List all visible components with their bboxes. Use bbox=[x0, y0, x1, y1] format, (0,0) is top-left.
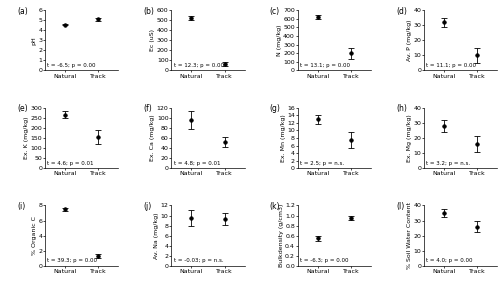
Text: (h): (h) bbox=[396, 104, 407, 113]
Text: (l): (l) bbox=[396, 202, 404, 211]
Text: (e): (e) bbox=[17, 104, 28, 113]
Y-axis label: N (mg/kg): N (mg/kg) bbox=[277, 25, 282, 56]
Y-axis label: Av. P (mg/kg): Av. P (mg/kg) bbox=[407, 20, 412, 61]
Y-axis label: Ex. Ca (mg/kg): Ex. Ca (mg/kg) bbox=[150, 115, 156, 161]
Text: t = -0.03; p = n.s.: t = -0.03; p = n.s. bbox=[174, 258, 223, 263]
Y-axis label: Av. Na (mg/kg): Av. Na (mg/kg) bbox=[154, 212, 160, 259]
Text: t = 11.1; p = 0.00: t = 11.1; p = 0.00 bbox=[426, 63, 476, 68]
Text: t = 13.1; p = 0.00: t = 13.1; p = 0.00 bbox=[300, 63, 350, 68]
Text: t = 4.0; p = 0.00: t = 4.0; p = 0.00 bbox=[426, 258, 472, 263]
Text: t = 4.6; p = 0.01: t = 4.6; p = 0.01 bbox=[47, 161, 94, 166]
Text: t = 3.2; p = n.s.: t = 3.2; p = n.s. bbox=[426, 161, 470, 166]
Text: (k): (k) bbox=[270, 202, 280, 211]
Y-axis label: Ec (uS): Ec (uS) bbox=[150, 29, 156, 51]
Y-axis label: Ex. K (mg/kg): Ex. K (mg/kg) bbox=[24, 117, 29, 159]
Text: (b): (b) bbox=[144, 7, 154, 15]
Text: t = -6.5; p = 0.00: t = -6.5; p = 0.00 bbox=[47, 63, 96, 68]
Y-axis label: Ex. Mn (mg/kg): Ex. Mn (mg/kg) bbox=[280, 114, 285, 162]
Y-axis label: % Soil Water Content: % Soil Water Content bbox=[407, 202, 412, 269]
Text: (j): (j) bbox=[144, 202, 152, 211]
Text: t = 4.8; p = 0.01: t = 4.8; p = 0.01 bbox=[174, 161, 220, 166]
Text: (d): (d) bbox=[396, 7, 407, 15]
Text: t = -6.3; p = 0.00: t = -6.3; p = 0.00 bbox=[300, 258, 348, 263]
Y-axis label: % Organic C: % Organic C bbox=[32, 216, 37, 255]
Text: t = 2.5; p = n.s.: t = 2.5; p = n.s. bbox=[300, 161, 344, 166]
Text: t = 12.3; p = 0.00: t = 12.3; p = 0.00 bbox=[174, 63, 224, 68]
Text: (f): (f) bbox=[144, 104, 152, 113]
Text: (a): (a) bbox=[17, 7, 28, 15]
Y-axis label: Bulkdensity (g/cm3): Bulkdensity (g/cm3) bbox=[278, 204, 283, 267]
Text: (c): (c) bbox=[270, 7, 280, 15]
Y-axis label: pH: pH bbox=[32, 36, 37, 45]
Text: t = 39.3; p = 0.00: t = 39.3; p = 0.00 bbox=[47, 258, 97, 263]
Text: (i): (i) bbox=[17, 202, 25, 211]
Text: (g): (g) bbox=[270, 104, 280, 113]
Y-axis label: Ex. Mg (mg/kg): Ex. Mg (mg/kg) bbox=[407, 114, 412, 162]
